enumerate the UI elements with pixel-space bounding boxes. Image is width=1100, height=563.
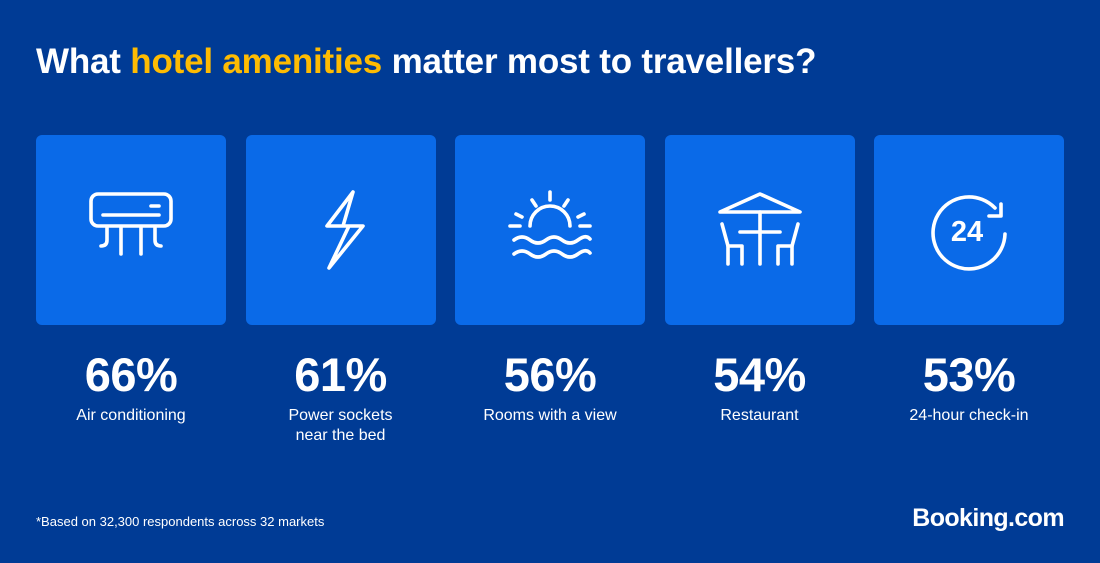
title-end: matter most to travellers?: [382, 42, 817, 81]
amenity-card-restaurant: 54% Restaurant: [664, 135, 855, 446]
24-hour-clock-icon: 24: [931, 195, 1007, 271]
amenity-percent: 66%: [84, 348, 178, 401]
amenity-label: 24-hour check-in: [909, 407, 1029, 424]
amenity-card-24-hour-check-in: 24 53% 24-hour check-in: [874, 135, 1064, 446]
lightning-bolt-icon: [324, 190, 365, 270]
booking-logo: Booking.com: [912, 504, 1064, 532]
24-hour-clock-text: 24: [951, 216, 983, 248]
amenity-card-rooms-with-view: 56% Rooms with a view: [455, 135, 645, 446]
title-start: What: [36, 42, 131, 81]
restaurant-table-icon: [717, 192, 802, 266]
amenity-tile: [36, 135, 226, 325]
amenity-tile: [455, 135, 645, 325]
amenity-percent: 61%: [294, 348, 387, 401]
amenity-label: Rooms with a view: [483, 407, 617, 424]
air-conditioner-icon: [89, 192, 173, 256]
amenity-percent: 56%: [503, 348, 597, 401]
amenity-card-power-sockets: 61% Power sockets near the bed: [245, 135, 436, 446]
amenity-card-air-conditioning: 66% Air conditioning: [36, 135, 226, 446]
amenity-label: Restaurant: [720, 407, 799, 424]
amenity-tile: [245, 135, 436, 325]
amenity-cards: 66% Air conditioning 61% Power sockets n…: [36, 135, 1064, 446]
amenity-label: Air conditioning: [76, 407, 186, 424]
footnote: *Based on 32,300 respondents across 32 m…: [36, 514, 325, 529]
amenity-tile: [664, 135, 855, 325]
sunset-water-icon: [508, 190, 592, 259]
amenity-tile: 24: [874, 135, 1064, 325]
amenity-percent: 54%: [713, 348, 806, 401]
page-title: What hotel amenities matter most to trav…: [36, 36, 816, 88]
title-highlight: hotel amenities: [130, 42, 383, 81]
amenity-percent: 53%: [922, 348, 1016, 401]
amenity-label: Power sockets near the bed: [288, 407, 393, 444]
